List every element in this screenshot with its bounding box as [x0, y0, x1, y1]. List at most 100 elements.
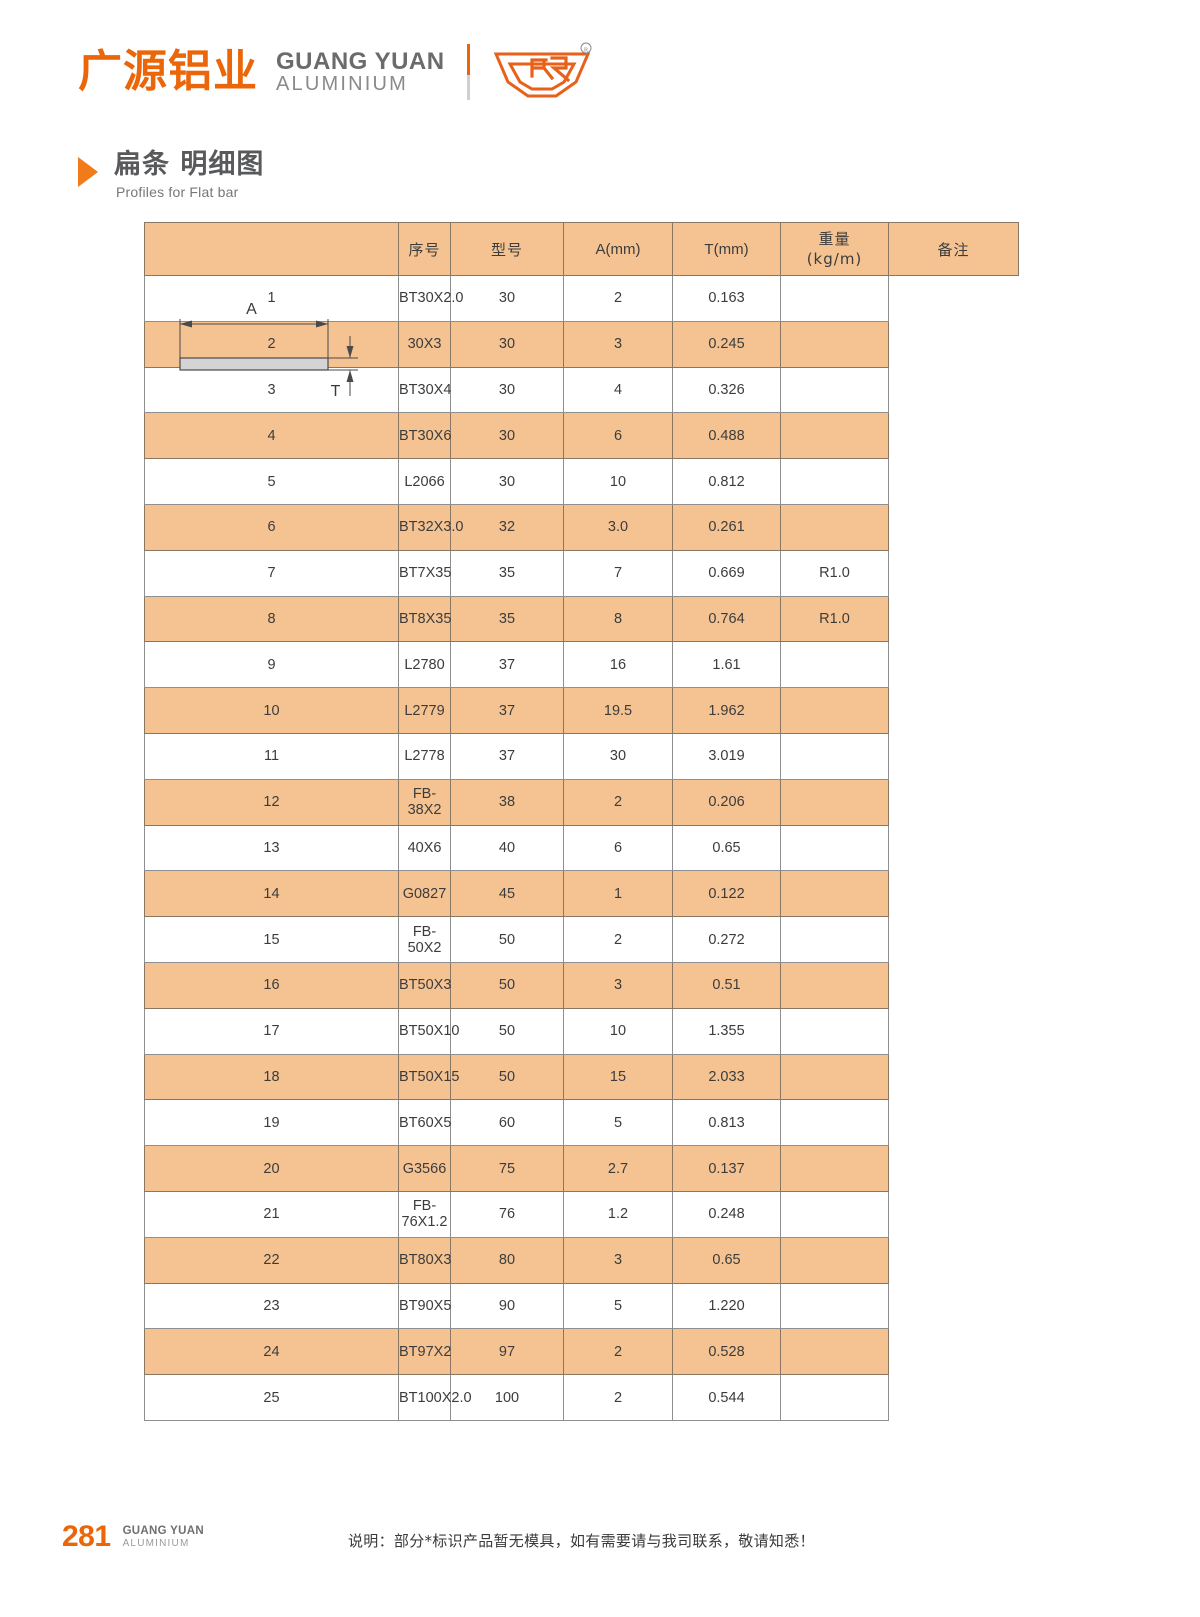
svg-text:A: A	[246, 301, 258, 318]
cell-model: BT80X3	[398, 1236, 451, 1284]
weight-header-line2: (kg/m)	[806, 250, 863, 268]
cell-model: L2778	[398, 732, 451, 780]
cell-no: 15	[144, 916, 399, 963]
cell-model: FB-76X1.2	[398, 1190, 451, 1238]
cell-t: 3	[563, 961, 673, 1009]
table-row: 10 L2779 37 19.5 1.962	[144, 687, 1019, 734]
cell-weight: 0.248	[672, 1190, 781, 1238]
cell-t: 5	[563, 1282, 673, 1330]
column-header-a: A(mm)	[563, 222, 673, 276]
cell-t: 1	[563, 870, 673, 918]
table-row: 6 BT32X3.0 32 3.0 0.261	[144, 503, 1019, 551]
cell-remark	[780, 687, 889, 734]
cell-weight: 0.65	[672, 1236, 781, 1284]
table-row: 16 BT50X3 50 3 0.51	[144, 961, 1019, 1009]
cell-remark	[780, 1007, 889, 1055]
footer-page-block: 281 GUANG YUAN ALUMINIUM	[62, 1522, 204, 1552]
cell-a: 30	[450, 458, 564, 505]
cell-a: 37	[450, 687, 564, 734]
cell-remark	[780, 320, 889, 368]
table-row: 8 BT8X35 35 8 0.764 R1.0	[144, 595, 1019, 643]
cell-remark	[780, 1190, 889, 1238]
cell-remark	[780, 458, 889, 505]
cell-t: 16	[563, 641, 673, 689]
cell-a: 30	[450, 412, 564, 460]
cell-t: 2	[563, 1374, 673, 1421]
cell-a: 76	[450, 1190, 564, 1238]
table-row: 19 BT60X5 60 5 0.813	[144, 1099, 1019, 1147]
cell-no: 8	[144, 595, 399, 643]
column-header-remark: 备注	[888, 222, 1019, 276]
cell-t: 7	[563, 549, 673, 597]
cell-t: 3	[563, 1236, 673, 1284]
cell-remark	[780, 412, 889, 460]
cell-model: BT50X15	[398, 1053, 459, 1101]
cell-model: BT32X3.0	[398, 503, 464, 551]
cell-no: 13	[144, 824, 399, 872]
spec-table-container: A T 序号 型号 A(mm)	[144, 222, 1019, 1421]
cell-remark	[780, 778, 889, 826]
cell-remark: R1.0	[780, 595, 889, 643]
cell-weight: 0.206	[672, 778, 781, 826]
flat-bar-cross-section-diagram: A T	[144, 280, 398, 410]
table-row: 5 L2066 30 10 0.812	[144, 458, 1019, 505]
cell-no: 5	[144, 458, 399, 505]
cell-a: 90	[450, 1282, 564, 1330]
cell-t: 15	[563, 1053, 673, 1101]
cell-a: 60	[450, 1099, 564, 1147]
footer-note: 说明：部分*标识产品暂无模具，如有需要请与我司联系，敬请知悉！	[348, 1532, 815, 1550]
cell-weight: 0.528	[672, 1328, 781, 1376]
cell-no: 6	[144, 503, 399, 551]
cell-no: 16	[144, 961, 399, 1009]
cell-a: 38	[450, 778, 564, 826]
cell-model: BT60X5	[398, 1099, 451, 1147]
page-number: 281	[62, 1520, 111, 1553]
cell-remark	[780, 1236, 889, 1284]
cell-no: 3	[144, 366, 399, 414]
table-row: 23 BT90X5 90 5 1.220	[144, 1282, 1019, 1330]
cr-emblem-icon: R	[490, 42, 594, 102]
cell-a: 30	[450, 275, 564, 322]
cell-model: FB-38X2	[398, 778, 451, 826]
cell-a: 30	[450, 366, 564, 414]
cell-model: BT30X6	[398, 412, 451, 460]
table-row: 11 L2778 37 30 3.019	[144, 732, 1019, 780]
cell-weight: 0.245	[672, 320, 781, 368]
section-title-english: Profiles for Flat bar	[116, 183, 239, 200]
cell-no: 17	[144, 1007, 399, 1055]
cell-no: 22	[144, 1236, 399, 1284]
cell-a: 100	[450, 1374, 564, 1421]
cell-no: 7	[144, 549, 399, 597]
cell-t: 19.5	[563, 687, 673, 734]
brand-name-english: GUANG YUAN ALUMINIUM	[276, 48, 445, 96]
column-header-no: 序号	[398, 222, 451, 276]
cell-weight: 2.033	[672, 1053, 781, 1101]
cell-a: 45	[450, 870, 564, 918]
cell-model: BT100X2.0	[398, 1374, 472, 1421]
cell-remark	[780, 732, 889, 780]
cell-weight: 0.488	[672, 412, 781, 460]
table-row: 9 L2780 37 16 1.61	[144, 641, 1019, 689]
cell-weight: 3.019	[672, 732, 781, 780]
cell-remark	[780, 1328, 889, 1376]
cell-a: 35	[450, 549, 564, 597]
cell-model: L2779	[398, 687, 451, 734]
cell-t: 8	[563, 595, 673, 643]
table-row: 1 BT30X2.0 30 2 0.163	[144, 275, 1019, 322]
cell-remark	[780, 916, 889, 963]
footer-logo: GUANG YUAN ALUMINIUM	[123, 1525, 204, 1550]
table-row: 4 BT30X6 30 6 0.488	[144, 412, 1019, 460]
cell-remark	[780, 1099, 889, 1147]
cell-weight: 1.220	[672, 1282, 781, 1330]
cell-remark	[780, 503, 889, 551]
table-row: 18 BT50X15 50 15 2.033	[144, 1053, 1019, 1101]
table-row: 20 G3566 75 2.7 0.137	[144, 1145, 1019, 1192]
cell-remark	[780, 366, 889, 414]
cell-t: 2	[563, 275, 673, 322]
cell-t: 4	[563, 366, 673, 414]
cell-weight: 0.261	[672, 503, 781, 551]
cell-weight: 0.813	[672, 1099, 781, 1147]
table-row: 3 BT30X4 30 4 0.326	[144, 366, 1019, 414]
svg-text:T: T	[331, 383, 342, 400]
cell-remark: R1.0	[780, 549, 889, 597]
